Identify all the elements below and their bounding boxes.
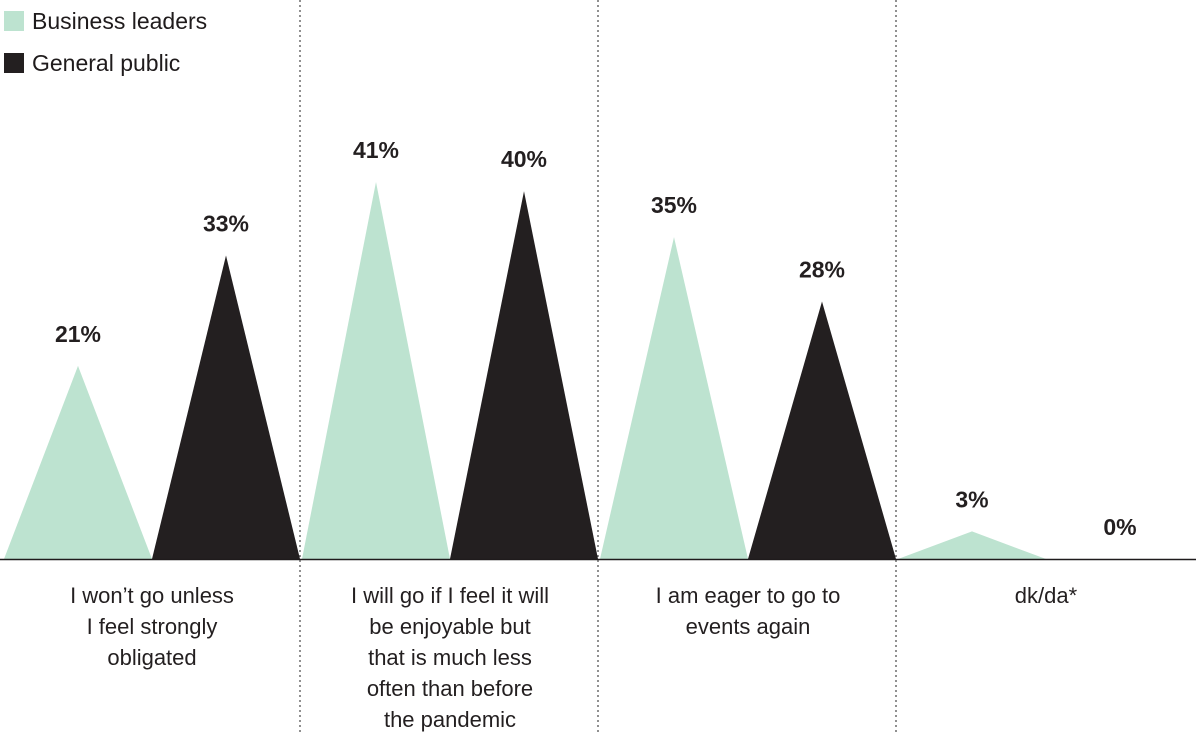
triangle-mark-general-public xyxy=(450,191,598,559)
triangle-mark-business-leaders xyxy=(600,237,748,560)
triangle-mark-business-leaders xyxy=(302,182,450,559)
category-label: be enjoyable but xyxy=(369,614,530,639)
category-label: I won’t go unless xyxy=(70,583,234,608)
data-label: 3% xyxy=(955,486,988,512)
category-label: I will go if I feel it will xyxy=(351,583,549,608)
data-label: 40% xyxy=(501,146,547,172)
legend-label-general-public: General public xyxy=(32,49,181,76)
data-label: 41% xyxy=(353,137,399,163)
legend-swatch-business-leaders xyxy=(4,11,24,31)
category-label: that is much less xyxy=(368,645,532,670)
triangle-mark-business-leaders xyxy=(4,365,152,559)
category-label: obligated xyxy=(107,645,196,670)
legend-swatch-general-public xyxy=(4,53,24,73)
legend-item-general-public: General public xyxy=(4,42,207,84)
legend: Business leaders General public xyxy=(4,0,207,84)
data-label: 33% xyxy=(203,211,249,237)
category-label: dk/da* xyxy=(1015,583,1078,608)
category-label: I am eager to go to xyxy=(656,583,841,608)
data-label: 21% xyxy=(55,321,101,347)
data-label: 35% xyxy=(651,192,697,218)
data-label: 28% xyxy=(799,257,845,283)
legend-label-business-leaders: Business leaders xyxy=(32,7,208,34)
category-label: I feel strongly xyxy=(87,614,218,639)
legend-item-business-leaders: Business leaders xyxy=(4,0,207,42)
category-label: the pandemic xyxy=(384,707,516,732)
triangle-mark-general-public xyxy=(152,255,300,559)
triangle-mark-business-leaders xyxy=(898,531,1046,559)
triangle-mark-general-public xyxy=(748,301,896,559)
category-label: events again xyxy=(686,614,811,639)
category-label: often than before xyxy=(367,676,533,701)
data-label: 0% xyxy=(1103,514,1136,540)
